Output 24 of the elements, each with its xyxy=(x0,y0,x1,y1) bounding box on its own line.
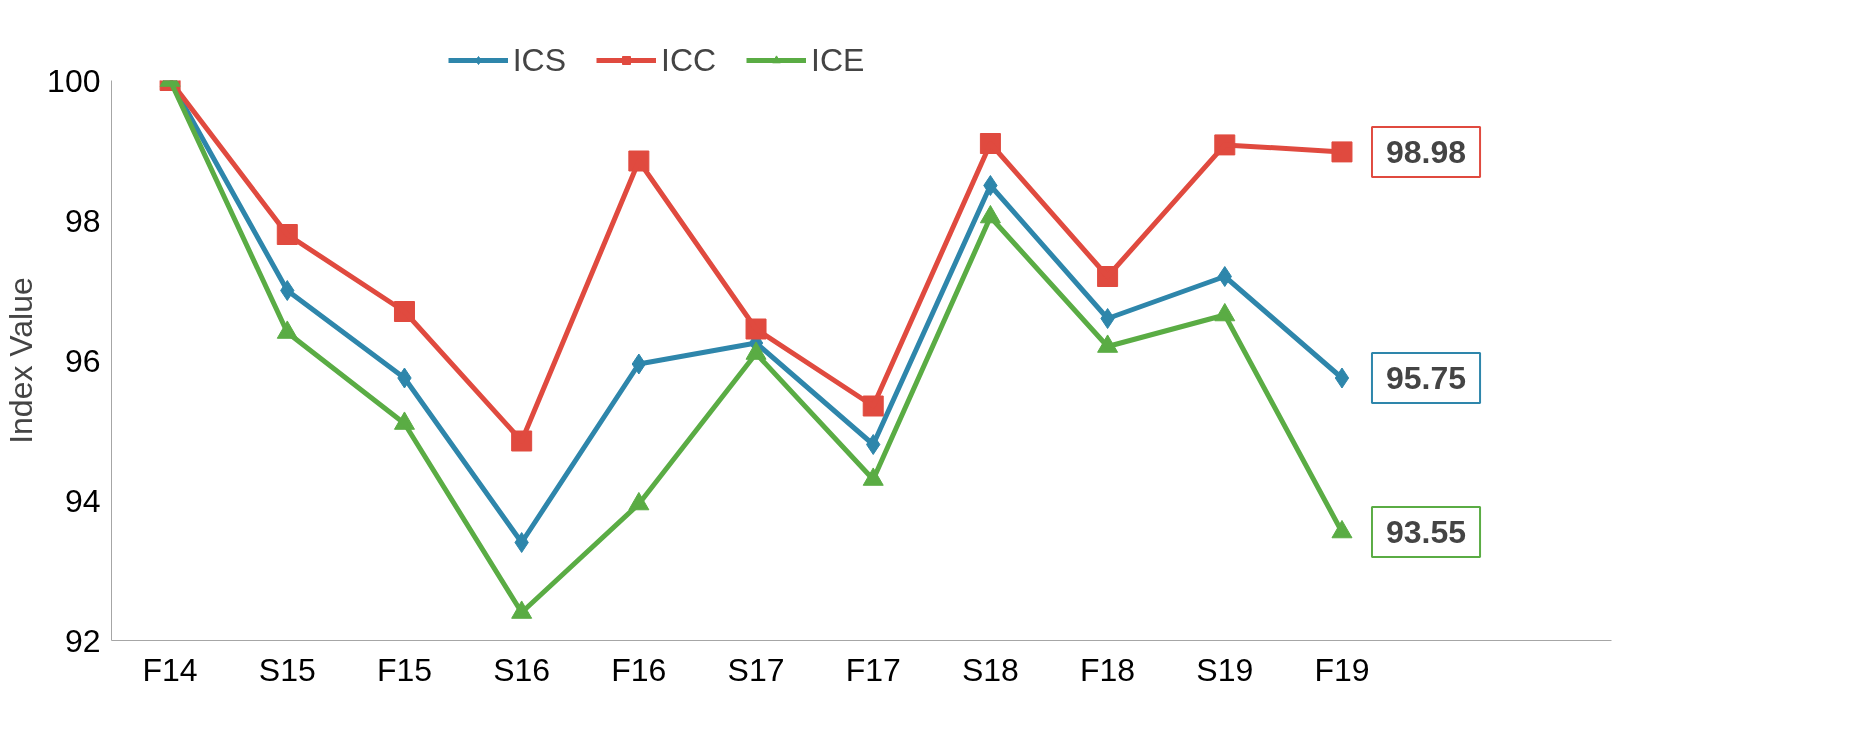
x-tick-label: F17 xyxy=(845,651,901,688)
x-tick-label: S16 xyxy=(493,651,551,688)
y-tick-label: 96 xyxy=(64,342,101,379)
x-tick-label: F15 xyxy=(376,651,433,688)
x-tick-label: F14 xyxy=(142,651,198,688)
x-tick-label: F18 xyxy=(1080,651,1136,688)
legend-label: ICC xyxy=(661,41,717,79)
point xyxy=(1331,141,1353,163)
x-tick-label: S15 xyxy=(258,651,316,688)
data-label: 93.55 xyxy=(1385,514,1467,550)
x-tick-label: F16 xyxy=(611,651,667,688)
data-label: 95.75 xyxy=(1385,360,1467,396)
y-tick-label: 98 xyxy=(64,202,101,239)
y-tick-label: 92 xyxy=(64,622,101,659)
x-tick-label: S17 xyxy=(727,651,785,688)
x-tick-label: S19 xyxy=(1196,651,1254,688)
y-axis-title: Index Value xyxy=(3,277,40,444)
legend-label: ICS xyxy=(512,41,566,79)
y-tick-label: 94 xyxy=(64,482,101,519)
data-label: 98.98 xyxy=(1385,133,1467,170)
y-tick-label: 100 xyxy=(47,62,101,99)
x-tick-label: S18 xyxy=(961,651,1019,688)
legend-label: ICE xyxy=(811,41,865,79)
x-tick-label: F19 xyxy=(1314,651,1370,688)
